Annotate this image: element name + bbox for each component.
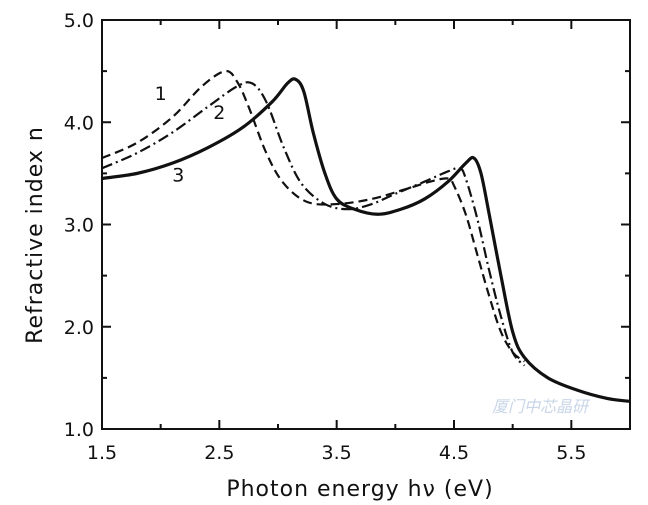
curve-label-2: 2	[213, 102, 225, 124]
curve-annotations: 1 2 3	[155, 83, 226, 187]
x-tick-label: 3.5	[322, 442, 352, 464]
x-tick-label: 1.5	[87, 442, 117, 464]
plot-frame	[101, 19, 631, 430]
series-line-1	[101, 69, 526, 363]
y-axis-label: Refractive index n	[23, 126, 48, 344]
series-line-2	[101, 81, 526, 367]
x-tick-label: 2.5	[204, 442, 234, 464]
y-axis-ticks: 1.0 2.0 3.0 4.0 5.0	[64, 10, 630, 441]
x-tick-label: 5.5	[556, 442, 586, 464]
y-tick-label: 1.0	[64, 419, 94, 441]
x-axis-ticks: 1.5 2.5 3.5 4.5 5.5	[87, 20, 586, 464]
y-tick-label: 4.0	[64, 112, 94, 134]
plot-border	[101, 19, 631, 430]
x-axis-label: Photon energy hν (eV)	[226, 477, 493, 502]
x-tick-label: 4.5	[439, 442, 469, 464]
y-tick-label: 3.0	[64, 215, 94, 237]
y-tick-label: 2.0	[64, 317, 94, 339]
series-group	[101, 69, 631, 403]
y-tick-label: 5.0	[64, 10, 94, 32]
curve-label-1: 1	[155, 83, 167, 105]
curve-label-3: 3	[172, 165, 184, 187]
watermark-text: 厦门中芯晶研	[492, 397, 591, 416]
series-line-3	[101, 77, 631, 403]
